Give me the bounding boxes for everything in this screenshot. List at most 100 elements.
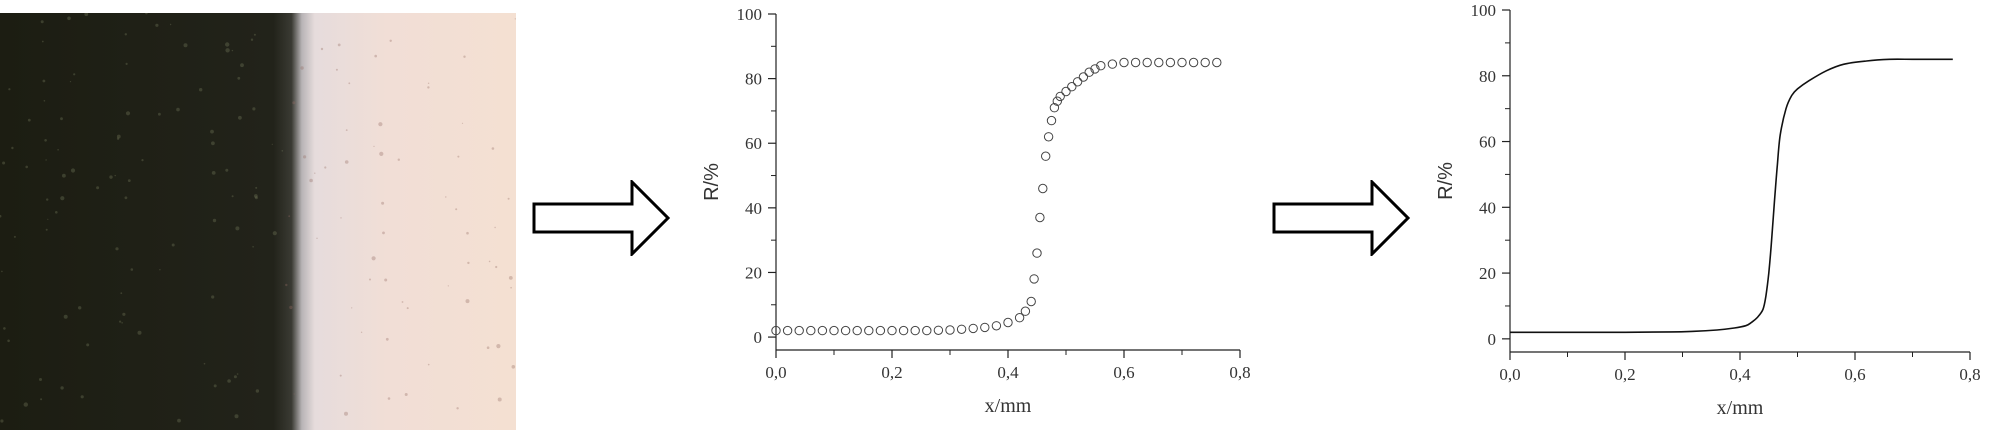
data-point <box>991 321 1002 331</box>
photo-speck <box>63 314 68 319</box>
photo-speck <box>456 407 459 410</box>
x-tick-label: 0,6 <box>1844 365 1865 384</box>
data-point <box>1067 82 1077 92</box>
photo-speck <box>39 378 42 381</box>
photo-speck <box>252 246 254 248</box>
photo-speck <box>387 397 391 400</box>
data-point <box>1078 72 1089 82</box>
photo-speck <box>378 122 383 127</box>
photo-speck <box>314 172 316 174</box>
y-axis-label: R/% <box>701 163 723 201</box>
photo-speck <box>255 389 260 393</box>
photo-speck <box>115 247 119 251</box>
photo-speck <box>57 149 59 151</box>
photo-speck <box>381 201 385 205</box>
data-point <box>1212 57 1222 68</box>
data-point <box>1055 91 1065 102</box>
photo-speck <box>240 63 244 68</box>
photo-speck <box>309 178 313 183</box>
photo-speck <box>127 179 131 183</box>
photo-speck <box>255 186 258 189</box>
photo-speck <box>491 147 495 150</box>
photo-speck <box>120 292 123 295</box>
photo-speck <box>254 196 258 200</box>
photo-speck <box>292 101 296 105</box>
photo-speck <box>288 215 291 218</box>
y-tick-label: 20 <box>1479 264 1496 283</box>
photo-speck <box>457 155 460 158</box>
series-line <box>1509 58 1953 334</box>
photo-speck <box>344 411 348 416</box>
photo-speck <box>27 118 31 122</box>
photo-speck <box>40 20 44 24</box>
data-point <box>829 325 839 336</box>
photo-speck <box>389 39 392 42</box>
photo-speck <box>158 112 161 116</box>
data-point <box>1177 57 1187 68</box>
photo-speck <box>3 327 6 330</box>
photo-speck <box>62 173 66 178</box>
photo-speck <box>25 165 29 169</box>
photo-speck <box>0 419 4 423</box>
photo-speck <box>45 228 48 231</box>
photo-speck <box>41 40 44 43</box>
x-tick-label: 0,8 <box>1959 365 1980 384</box>
photo-speck <box>252 107 256 111</box>
photo-speck <box>1 270 3 273</box>
data-point <box>956 324 967 334</box>
data-point <box>1130 57 1141 68</box>
x-tick-label: 0,2 <box>1614 365 1635 384</box>
photo-speck <box>281 150 284 152</box>
photo-speck <box>507 197 510 200</box>
photo-speck <box>125 62 128 65</box>
y-tick-label: 80 <box>1479 67 1496 86</box>
photo-speck <box>488 260 491 263</box>
photo-speck <box>45 159 47 161</box>
photo-speck <box>379 151 384 156</box>
photo-speck <box>401 301 404 303</box>
photo-speck <box>125 111 131 116</box>
data-point <box>1061 86 1071 97</box>
photo-speck <box>385 337 389 341</box>
photo-speck <box>465 299 470 304</box>
photo-speck <box>427 82 430 85</box>
photo-speck <box>46 198 49 201</box>
photo-speck <box>335 68 338 71</box>
photo-texture <box>0 13 516 423</box>
x-tick-label: 0,6 <box>1113 363 1134 382</box>
y-tick-label: 40 <box>1479 198 1496 217</box>
photo-speck <box>42 79 46 83</box>
photo-speck <box>494 226 496 229</box>
photo-speck <box>384 278 388 282</box>
data-point <box>898 325 909 336</box>
photo-speck <box>213 384 217 388</box>
photo-speck <box>96 186 100 190</box>
photo-speck <box>340 217 342 219</box>
photo-speck <box>176 107 180 112</box>
photo-speck <box>119 320 122 323</box>
photo-speck <box>23 402 28 407</box>
photo-speck <box>445 196 447 198</box>
x-axis-label: x/mm <box>985 395 1032 417</box>
y-tick-label: 100 <box>737 5 763 24</box>
data-point <box>817 325 828 336</box>
photo-speck <box>43 100 46 102</box>
photo-speck <box>508 276 513 280</box>
photo-speck <box>116 134 121 139</box>
photo-speck <box>69 81 72 83</box>
photo-speck <box>124 196 128 200</box>
data-point <box>1165 57 1176 68</box>
y-tick-label: 80 <box>745 70 762 89</box>
photo-speck <box>320 47 324 51</box>
y-tick-label: 100 <box>1471 1 1497 20</box>
scatter-chart: 0,0 0,2 0,4 0,6 0,8 0 20 40 60 80 100 x/mm R/% <box>701 5 1251 417</box>
data-point <box>1154 57 1164 68</box>
x-tick-label: 0,8 <box>1229 363 1250 382</box>
data-point <box>1090 64 1100 74</box>
photo-speck <box>73 73 76 76</box>
data-point <box>1041 151 1051 161</box>
data-point <box>1020 306 1031 316</box>
photo-speck <box>406 307 409 310</box>
x-axis-label: x/mm <box>1717 397 1764 419</box>
data-point <box>1032 248 1042 258</box>
